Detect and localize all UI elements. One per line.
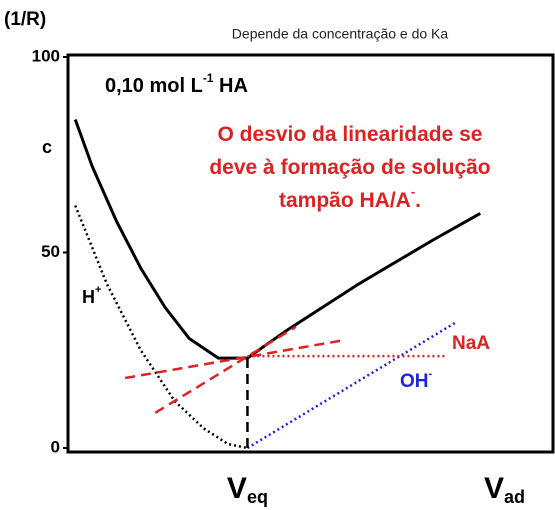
annotation-text: HA — [213, 75, 247, 97]
y-tick-label: 0 — [51, 437, 60, 456]
y-tick-label: 50 — [41, 242, 60, 261]
annotation-sup: - — [429, 368, 433, 380]
series-line — [73, 119, 481, 360]
annotation-text: OH — [400, 371, 429, 392]
y-axis-label: (1/R) — [4, 9, 46, 30]
annotation-text: deve à formação de solução — [209, 156, 490, 179]
annotation: H+ — [82, 284, 101, 307]
series-line — [154, 325, 297, 414]
series-line — [74, 205, 248, 450]
x-label-main: V — [484, 472, 504, 505]
annotation: NaA — [452, 333, 490, 354]
annotation-text: O desvio da linearidade se — [218, 123, 483, 146]
annotation-text: NaA — [452, 333, 490, 354]
annotation-sup: + — [95, 284, 101, 296]
annotation-sup: - — [411, 184, 415, 199]
annotation: O desvio da linearidade se — [218, 123, 483, 146]
y-axis-symbol: c — [42, 137, 52, 157]
series-line — [125, 338, 345, 380]
series-line — [246, 321, 456, 450]
plot-frame — [66, 53, 555, 454]
annotation-text: 0,10 mol L — [105, 75, 203, 97]
x-axis-label: Vad — [484, 472, 525, 507]
x-label-sub: eq — [247, 487, 268, 507]
annotation-text: . — [415, 189, 421, 212]
annotation-text: tampão HA/A — [279, 189, 411, 212]
annotation: tampão HA/A-. — [279, 184, 421, 211]
chart-title: Depende da concentração e do Ka — [232, 26, 449, 42]
annotation: deve à formação de solução — [209, 156, 490, 179]
x-axis-label: Veq — [227, 472, 268, 507]
x-label-main: V — [227, 472, 247, 505]
annotation-sup: -1 — [203, 71, 214, 85]
annotation: 0,10 mol L-1 HA — [105, 71, 248, 97]
y-tick-label: 100 — [32, 46, 60, 65]
annotation: OH- — [400, 368, 433, 392]
x-label-sub: ad — [504, 487, 525, 507]
annotation-text: H — [82, 287, 95, 307]
